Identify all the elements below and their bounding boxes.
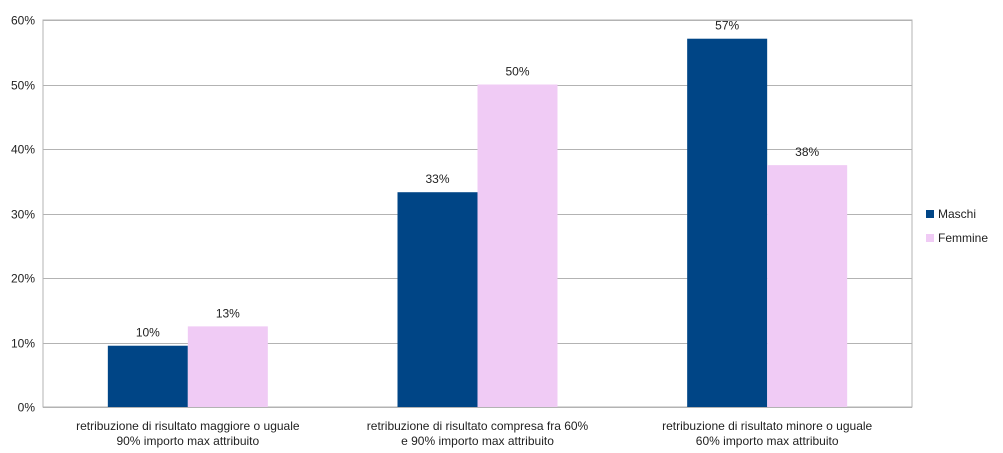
x-axis: retribuzione di risultato maggiore o ugu…	[76, 419, 872, 448]
y-tick-label: 10%	[11, 337, 35, 351]
y-tick-label: 20%	[11, 272, 35, 286]
data-label: 57%	[715, 19, 739, 33]
x-tick-label: retribuzione di risultato compresa fra 6…	[367, 419, 589, 448]
legend-swatch	[926, 210, 934, 218]
legend-label: Femmine	[938, 231, 988, 245]
bar-femmine-0	[187, 326, 268, 407]
bar-femmine-2	[767, 165, 848, 407]
bar-femmine-1	[477, 84, 558, 407]
bar-maschi-2	[687, 38, 768, 408]
legend: Maschi Femmine	[926, 207, 988, 245]
bar-maschi-1	[397, 192, 478, 407]
y-tick-label: 40%	[11, 143, 35, 157]
x-tick-label: retribuzione di risultato maggiore o ugu…	[76, 419, 300, 448]
data-label: 33%	[425, 172, 449, 186]
y-tick-label: 50%	[11, 79, 35, 93]
y-tick-label: 60%	[11, 14, 35, 28]
data-label: 50%	[505, 65, 529, 79]
bars: 10% 33% 57% 13% 50% 38%	[107, 19, 848, 408]
bar-maschi-0	[107, 345, 188, 407]
data-label: 10%	[136, 326, 160, 340]
x-tick-label: retribuzione di risultato minore o ugual…	[662, 419, 872, 448]
y-tick-label: 30%	[11, 208, 35, 222]
legend-swatch	[926, 234, 934, 242]
data-label: 13%	[216, 306, 240, 320]
data-label: 38%	[795, 145, 819, 159]
legend-label: Maschi	[938, 207, 976, 221]
y-axis: 0% 10% 20% 30% 40% 50% 60%	[11, 14, 35, 415]
y-tick-label: 0%	[18, 401, 36, 415]
